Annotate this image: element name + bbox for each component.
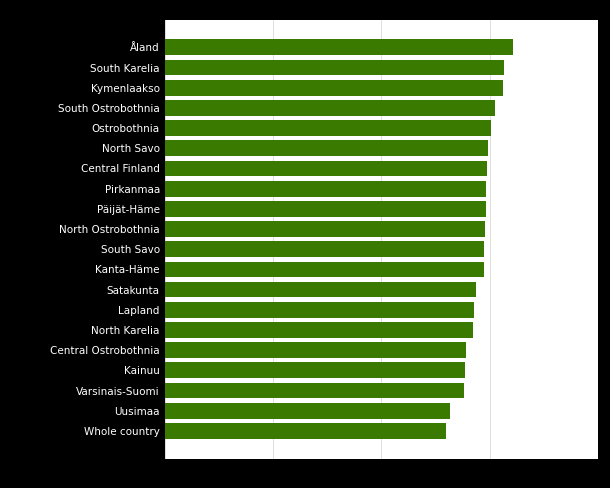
Bar <box>165 322 473 338</box>
Bar <box>165 342 465 358</box>
Bar <box>165 181 486 197</box>
Bar <box>165 60 504 76</box>
Bar <box>165 242 484 257</box>
Bar <box>165 383 464 398</box>
Bar <box>165 221 485 237</box>
Bar <box>165 141 489 156</box>
Bar <box>165 161 487 176</box>
Bar <box>165 262 484 277</box>
Bar <box>165 403 450 419</box>
Bar <box>165 302 475 318</box>
Bar <box>165 201 486 217</box>
Bar <box>165 363 465 378</box>
Bar <box>165 120 490 136</box>
Bar <box>165 423 447 439</box>
Bar <box>165 282 476 298</box>
Bar <box>165 100 495 116</box>
Bar <box>165 40 513 55</box>
Bar <box>165 80 503 96</box>
